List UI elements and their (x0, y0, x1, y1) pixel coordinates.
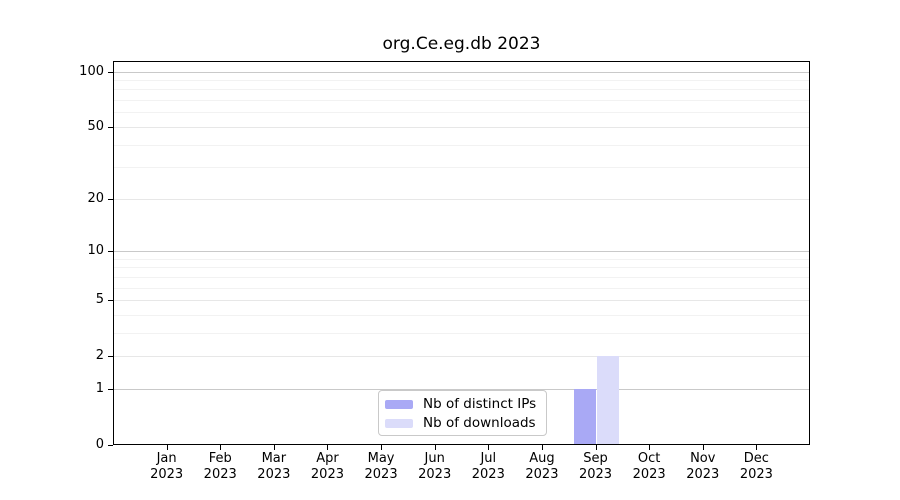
gridline-y-40 (114, 144, 809, 146)
gridline-y-9 (114, 258, 809, 260)
legend-label-downloads: Nb of downloads (423, 415, 536, 431)
x-tick-mar-2023 (273, 445, 275, 450)
gridline-y-100 (114, 71, 809, 73)
gridline-y-5 (114, 300, 809, 302)
y-tick-5 (108, 300, 113, 302)
x-tick-may-2023 (381, 445, 383, 450)
x-tick-label-may-2023: May 2023 (364, 451, 398, 482)
x-tick-label-apr-2023: Apr 2023 (310, 451, 344, 482)
x-tick-dec-2023 (756, 445, 758, 450)
x-tick-label-jun-2023: Jun 2023 (418, 451, 452, 482)
x-tick-feb-2023 (220, 445, 222, 450)
x-tick-label-dec-2023: Dec 2023 (739, 451, 773, 482)
legend-item-distinct-ips: Nb of distinct IPs (385, 395, 538, 414)
bar-distinct-ips-sep-2023 (574, 388, 597, 444)
gridline-y-2 (114, 356, 809, 358)
y-tick-2 (108, 356, 113, 358)
gridline-y-6 (114, 287, 809, 289)
bar-downloads-sep-2023 (597, 356, 620, 444)
x-tick-label-jul-2023: Jul 2023 (471, 451, 505, 482)
y-tick-50 (108, 126, 113, 128)
y-tick-10 (108, 250, 113, 252)
x-tick-sep-2023 (595, 445, 597, 450)
y-tick-0 (108, 445, 113, 446)
legend-label-distinct-ips: Nb of distinct IPs (423, 396, 537, 412)
gridline-y-7 (114, 276, 809, 278)
x-tick-label-oct-2023: Oct 2023 (632, 451, 666, 482)
x-tick-oct-2023 (649, 445, 651, 450)
x-tick-label-sep-2023: Sep 2023 (578, 451, 613, 482)
gridline-y-4 (114, 314, 809, 316)
chart-title: org.Ce.eg.db 2023 (382, 34, 541, 54)
y-tick-label-0: 0 (95, 437, 104, 452)
legend-swatch-downloads (385, 419, 413, 428)
gridline-y-30 (114, 167, 809, 169)
gridline-y-10 (114, 250, 809, 252)
x-tick-label-nov-2023: Nov 2023 (686, 451, 720, 482)
legend: Nb of distinct IPs Nb of downloads (378, 390, 547, 436)
x-tick-label-jan-2023: Jan 2023 (150, 451, 184, 482)
x-tick-label-mar-2023: Mar 2023 (257, 451, 291, 482)
gridline-y-90 (114, 80, 809, 82)
y-tick-label-10: 10 (87, 242, 104, 258)
gridline-y-70 (114, 100, 809, 102)
gridline-y-60 (114, 112, 809, 114)
x-tick-apr-2023 (327, 445, 329, 450)
legend-swatch-distinct-ips (385, 400, 413, 409)
y-tick-label-50: 50 (87, 118, 104, 134)
y-tick-label-5: 5 (95, 292, 104, 308)
x-tick-jun-2023 (434, 445, 436, 450)
y-tick-label-100: 100 (79, 63, 104, 79)
x-tick-nov-2023 (702, 445, 704, 450)
y-tick-1 (108, 388, 113, 390)
gridline-y-8 (114, 267, 809, 269)
x-tick-aug-2023 (541, 445, 543, 450)
y-tick-label-2: 2 (95, 348, 104, 364)
x-tick-label-aug-2023: Aug 2023 (525, 451, 559, 482)
x-tick-jan-2023 (166, 445, 168, 450)
x-tick-jul-2023 (488, 445, 490, 450)
y-tick-20 (108, 198, 113, 200)
y-tick-100 (108, 71, 113, 73)
y-tick-label-20: 20 (87, 190, 104, 206)
plot-area (113, 61, 810, 445)
y-tick-label-1: 1 (95, 380, 104, 396)
gridline-y-50 (114, 126, 809, 128)
gridline-y-1 (114, 388, 809, 390)
gridline-y-80 (114, 89, 809, 91)
gridline-y-3 (114, 332, 809, 334)
gridline-y-20 (114, 198, 809, 200)
x-tick-label-feb-2023: Feb 2023 (203, 451, 237, 482)
legend-item-downloads: Nb of downloads (385, 414, 538, 433)
